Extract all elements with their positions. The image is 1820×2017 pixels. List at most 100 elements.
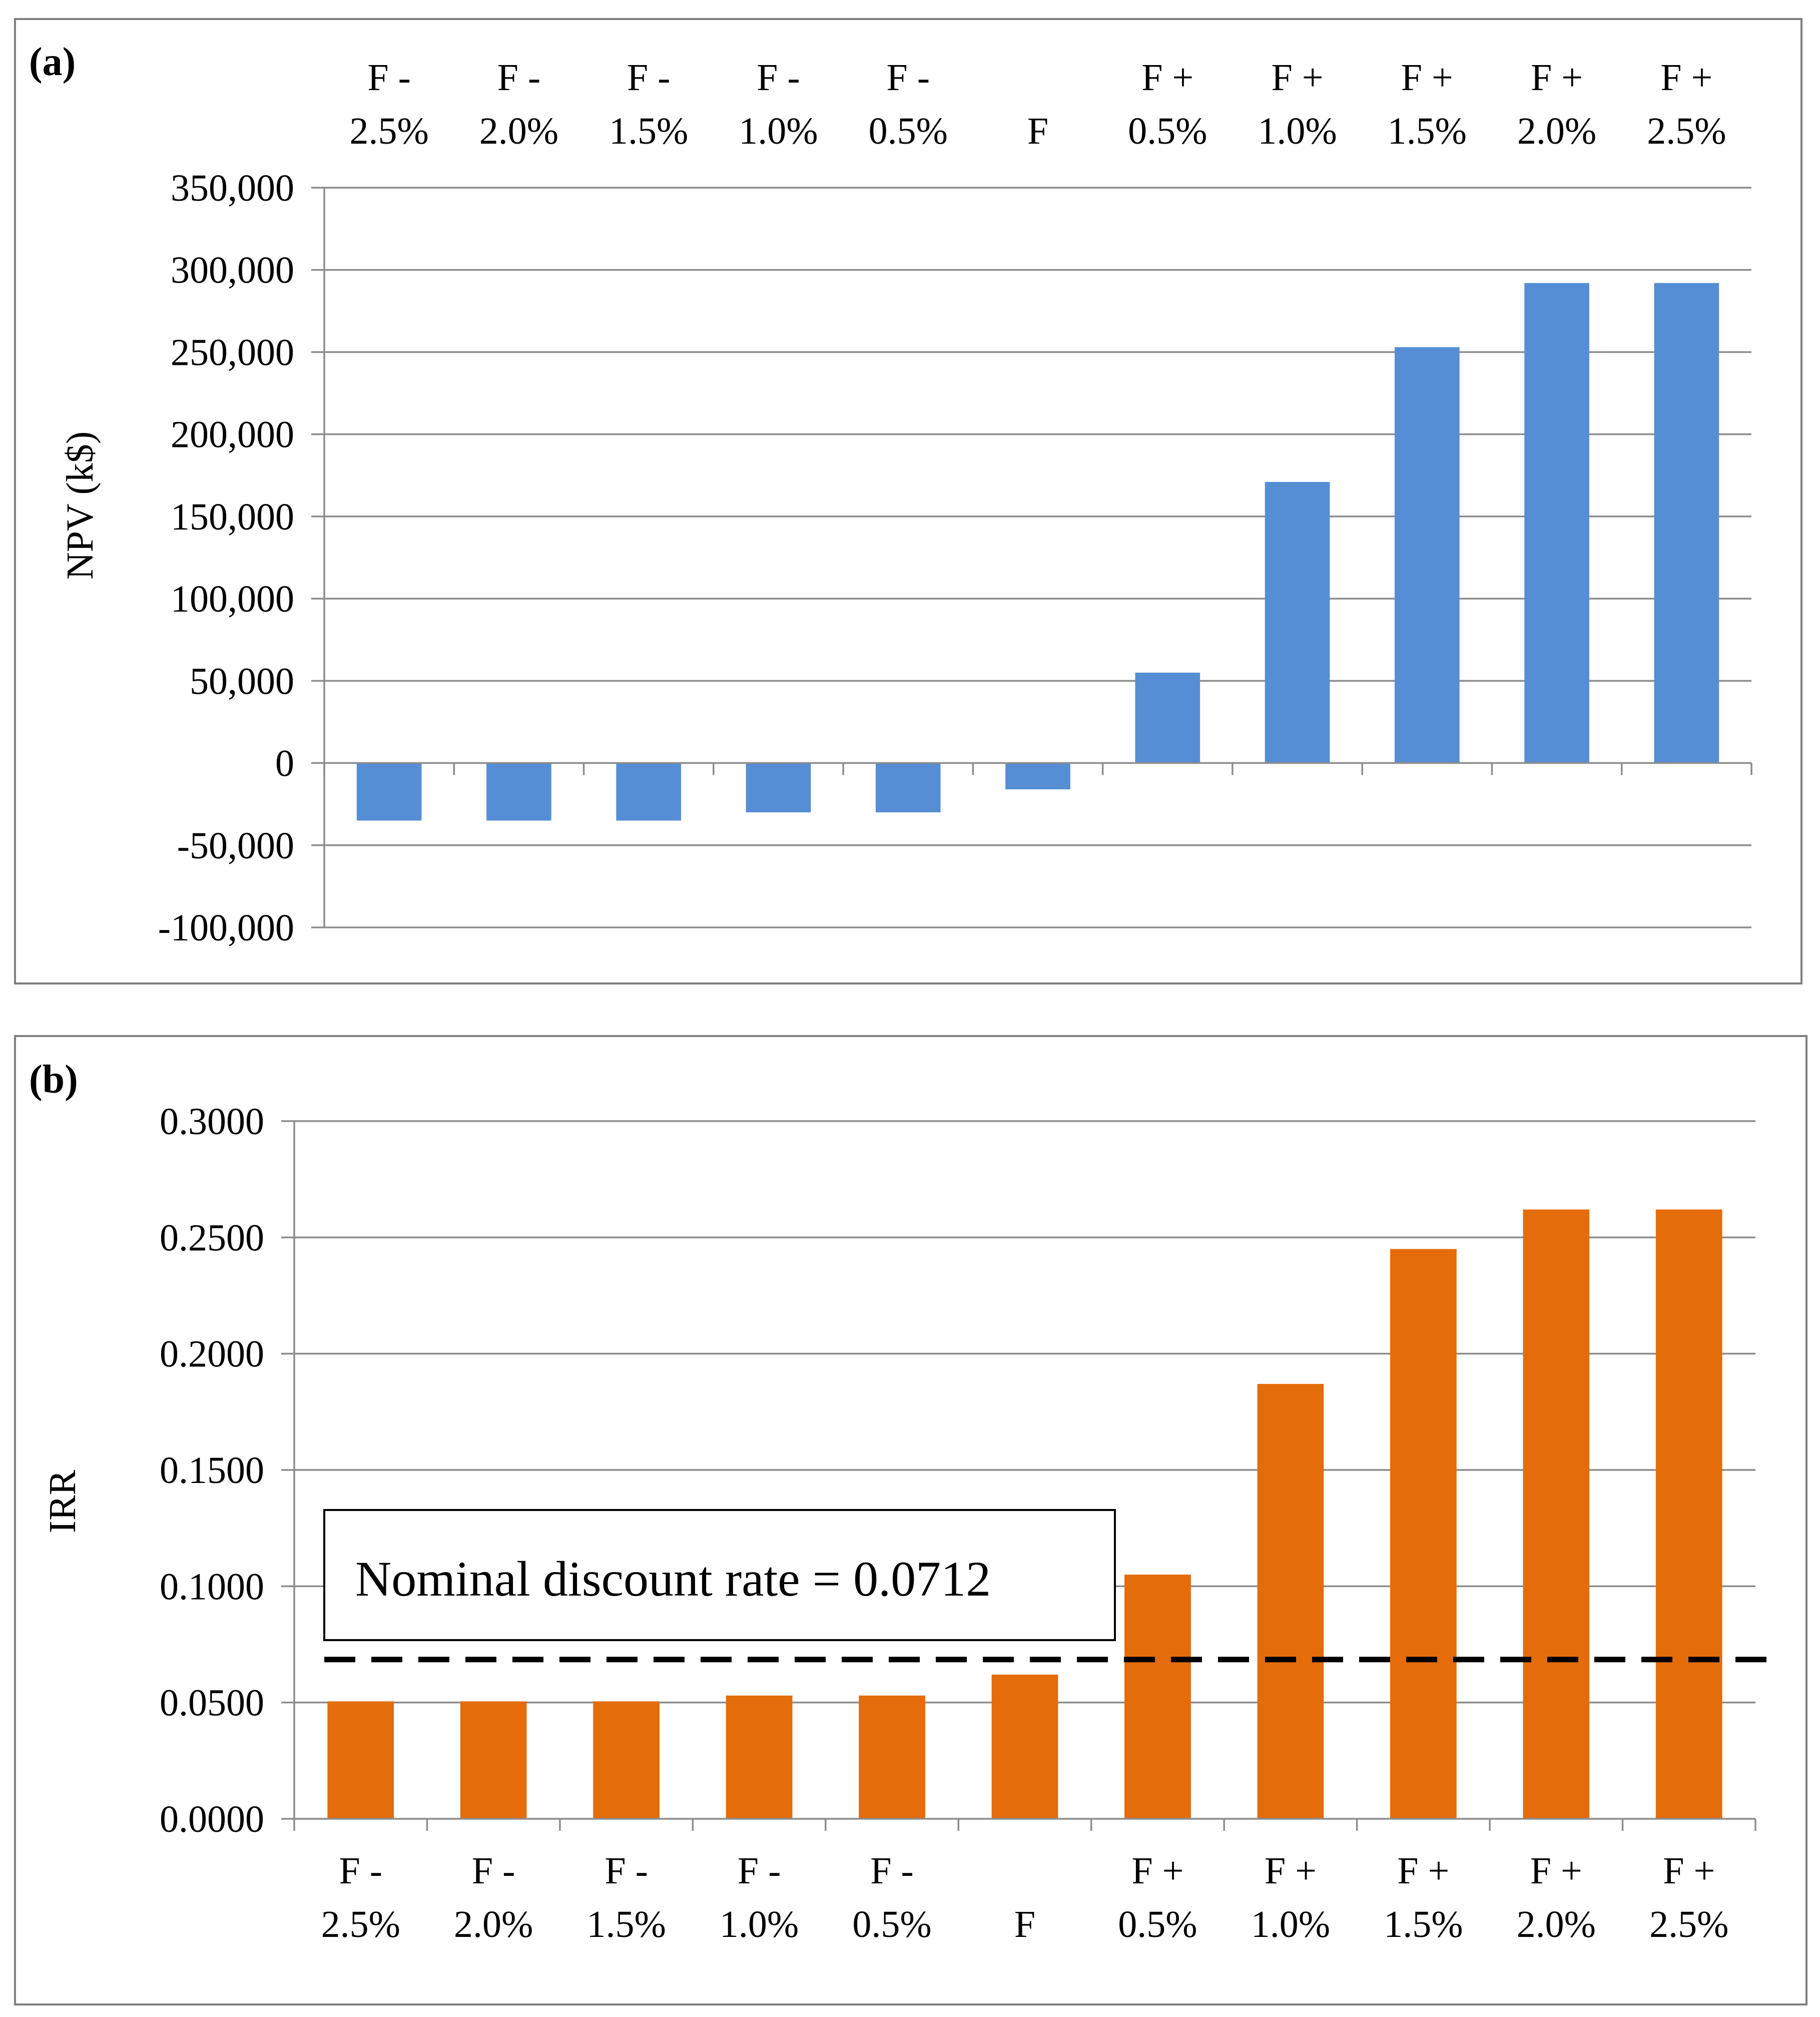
panel-a-y-tick-labels: 350,000 300,000 250,000 200,000 150,000 100,0…: [158, 167, 294, 949]
bar: [875, 763, 941, 813]
y-tick-label: 150,000: [171, 496, 294, 538]
category-label: F -: [604, 1850, 648, 1892]
category-label: F -: [738, 1850, 781, 1892]
category-label: 1.5%: [1388, 110, 1467, 152]
category-label: 1.0%: [720, 1903, 799, 1945]
category-label: 2.0%: [454, 1903, 533, 1945]
bar: [1523, 1209, 1590, 1819]
category-label: F: [1014, 1903, 1035, 1945]
category-label: F -: [472, 1850, 515, 1892]
category-label: 2.0%: [479, 110, 558, 152]
panel-b-axes: [281, 1120, 1756, 1831]
panel-a-gridlines: [324, 187, 1751, 928]
y-tick-label: 250,000: [171, 331, 294, 373]
bar: [486, 763, 551, 821]
category-label: F -: [497, 57, 541, 99]
y-tick-label: 300,000: [171, 249, 294, 291]
category-label: 2.0%: [1517, 110, 1596, 152]
category-label: 0.5%: [1118, 1903, 1197, 1945]
y-tick-label: 0.2500: [160, 1217, 264, 1259]
category-label: F -: [339, 1850, 382, 1892]
bar: [356, 763, 422, 821]
bar: [460, 1701, 527, 1819]
y-tick-label: 0.2000: [160, 1333, 264, 1375]
bar: [593, 1701, 660, 1819]
y-tick-label: 50,000: [190, 660, 294, 702]
category-label: 0.5%: [1128, 110, 1207, 152]
y-tick-label: 0.0500: [160, 1682, 264, 1724]
y-tick-label: -50,000: [177, 825, 294, 867]
category-label: F +: [1663, 1850, 1715, 1892]
bar: [1655, 1209, 1722, 1819]
y-tick-label: 100,000: [171, 578, 294, 620]
y-tick-label: 0.0000: [160, 1798, 264, 1840]
category-label: 0.5%: [869, 110, 948, 152]
bar: [1395, 347, 1460, 763]
category-label: F +: [1531, 57, 1583, 99]
y-tick-label: 350,000: [171, 167, 294, 209]
category-label: F +: [1401, 57, 1453, 99]
bar: [746, 763, 811, 813]
bar: [1524, 283, 1589, 763]
category-label: F +: [1397, 1850, 1449, 1892]
panel-b-bars: [327, 1209, 1722, 1819]
category-label: F +: [1141, 57, 1193, 99]
category-label: F -: [367, 57, 411, 99]
category-label: 2.5%: [321, 1903, 400, 1945]
panel-b-y-axis-label: IRR: [42, 1469, 84, 1533]
category-label: F -: [757, 57, 800, 99]
panel-a-y-axis-label: NPV (k$): [59, 431, 101, 580]
y-tick-label: 0.3000: [160, 1101, 264, 1143]
bar: [1005, 763, 1070, 790]
bar: [1265, 481, 1330, 763]
panel-a-axes: [311, 187, 1752, 928]
panel-a-category-labels: F - 2.5% F - 2.0% F - 1.5% F - 1.0% F - 0.5% F F + 0…: [349, 57, 1726, 152]
category-label: F: [1027, 110, 1048, 152]
bar: [1135, 672, 1200, 763]
bar: [1257, 1384, 1324, 1819]
y-tick-label: 0.1500: [160, 1449, 264, 1491]
panel-b-category-labels: F - 2.5% F - 2.0% F - 1.5% F - 1.0% F - 0.5% F F + 0…: [321, 1850, 1729, 1945]
y-tick-label: -100,000: [158, 907, 294, 949]
category-label: F +: [1271, 57, 1323, 99]
bar: [1654, 283, 1719, 763]
category-label: F +: [1265, 1850, 1317, 1892]
panel-a-label: (a): [29, 40, 76, 84]
annotation-box: [323, 1509, 1116, 1641]
category-label: F -: [886, 57, 930, 99]
panel-a-bars: [356, 283, 1719, 821]
npv-chart-panel: (a) 350,000 300,000 250,000 200,000 150,000 1…: [14, 18, 1802, 984]
panel-b-label: (b): [29, 1058, 78, 1102]
category-label: 1.5%: [1384, 1903, 1463, 1945]
y-tick-label: 0.1000: [160, 1566, 264, 1608]
category-label: 2.0%: [1517, 1903, 1596, 1945]
bar: [1124, 1575, 1191, 1819]
category-label: 2.5%: [1647, 110, 1726, 152]
category-label: F -: [870, 1850, 914, 1892]
bar: [726, 1695, 793, 1819]
y-tick-label: 200,000: [171, 414, 294, 456]
bar: [616, 763, 681, 821]
category-label: F +: [1530, 1850, 1582, 1892]
category-label: 1.0%: [739, 110, 818, 152]
bar: [859, 1695, 925, 1819]
category-label: F +: [1660, 57, 1712, 99]
bar: [991, 1674, 1058, 1819]
bar: [327, 1701, 394, 1819]
category-label: F +: [1131, 1850, 1183, 1892]
y-tick-label: 0: [275, 743, 294, 785]
category-label: 1.0%: [1258, 110, 1337, 152]
category-label: 2.5%: [349, 110, 428, 152]
category-label: 1.5%: [609, 110, 688, 152]
category-label: F -: [627, 57, 671, 99]
panel-a-frame: [14, 18, 1802, 984]
annotation-text: Nominal discount rate = 0.0712: [355, 1551, 991, 1607]
category-label: 0.5%: [852, 1903, 931, 1945]
panel-b-y-tick-labels: 0.3000 0.2500 0.2000 0.1500 0.1000 0.0500 0.00…: [160, 1101, 264, 1840]
category-label: 2.5%: [1649, 1903, 1728, 1945]
bar: [1390, 1249, 1457, 1819]
category-label: 1.0%: [1251, 1903, 1330, 1945]
category-label: 1.5%: [586, 1903, 666, 1945]
irr-chart-panel: (b) 0.3000 0.2500 0.2000 0.1500 0.1000 0.0500…: [14, 1035, 1807, 2005]
